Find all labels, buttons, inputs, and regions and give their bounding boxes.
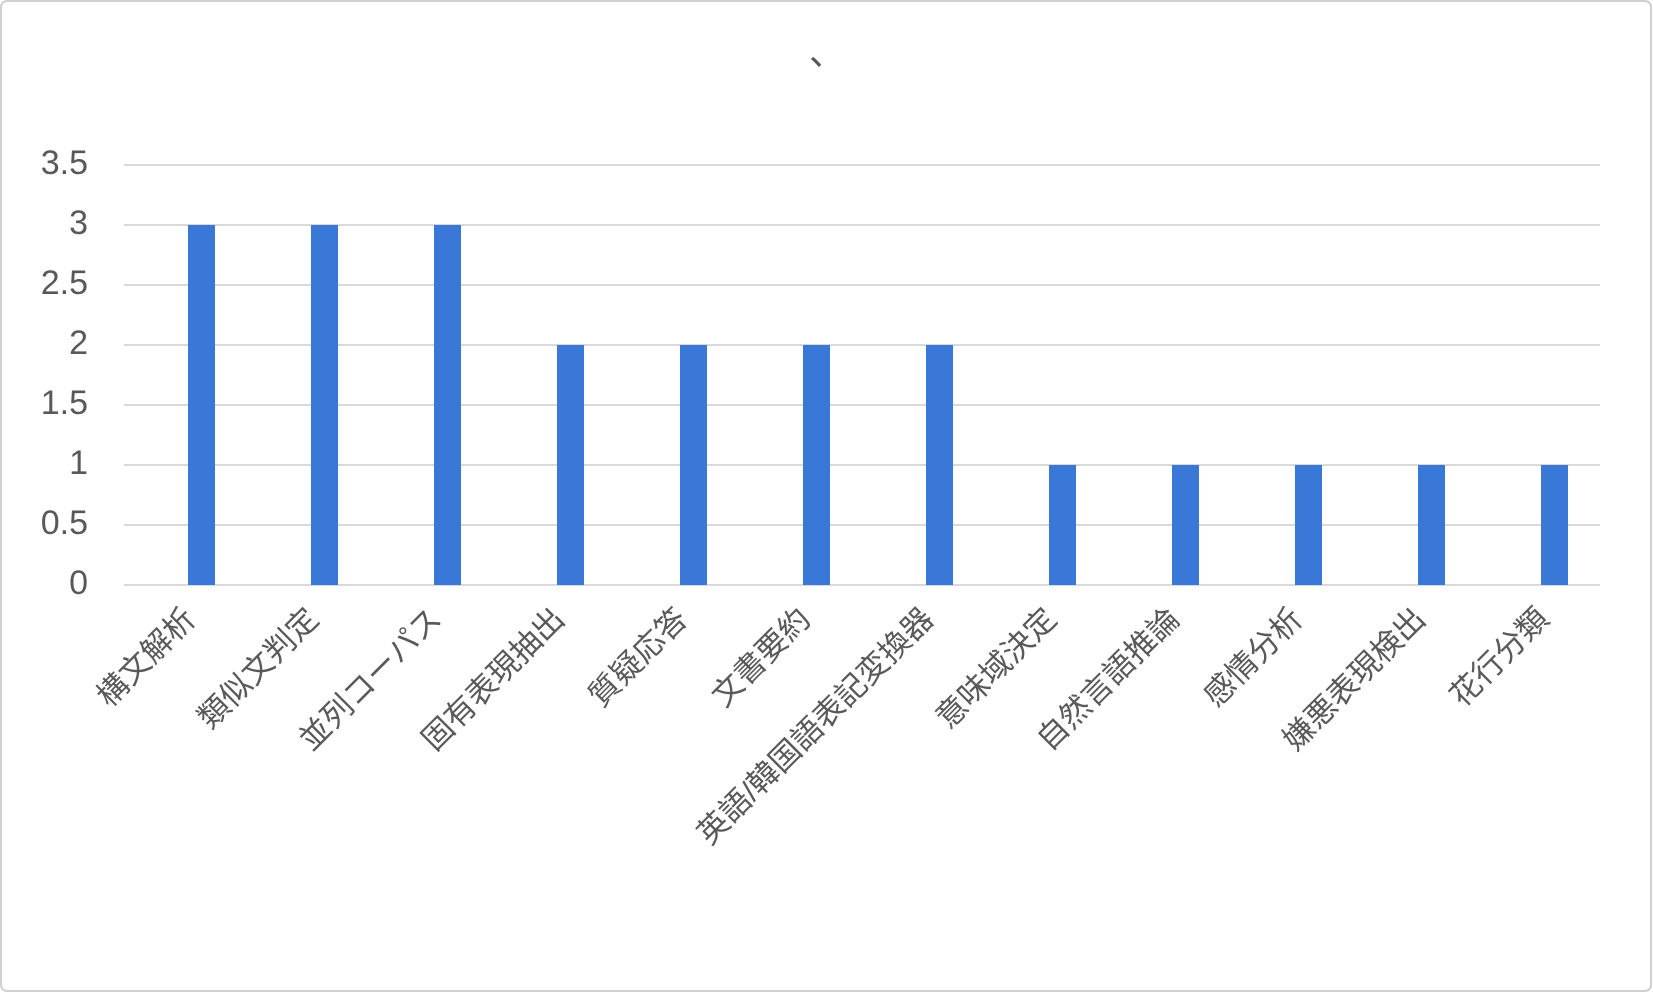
y-tick-label: 0.5 (41, 504, 88, 542)
bar (311, 225, 338, 585)
chart-title: 、 (809, 32, 845, 73)
y-tick-label: 3.5 (41, 144, 88, 182)
y-tick-label: 2 (69, 324, 88, 362)
bar (1172, 465, 1199, 585)
y-tick-label: 2.5 (41, 264, 88, 302)
bar (557, 345, 584, 585)
bar (926, 345, 953, 585)
y-tick-label: 0 (69, 564, 88, 602)
bar (1295, 465, 1322, 585)
y-tick-label: 1 (69, 444, 88, 482)
y-tick-label: 1.5 (41, 384, 88, 422)
bar (1541, 465, 1568, 585)
bar (434, 225, 461, 585)
bar (803, 345, 830, 585)
y-tick-label: 3 (69, 204, 88, 242)
bar (188, 225, 215, 585)
bar (1418, 465, 1445, 585)
bar (1049, 465, 1076, 585)
bar (680, 345, 707, 585)
